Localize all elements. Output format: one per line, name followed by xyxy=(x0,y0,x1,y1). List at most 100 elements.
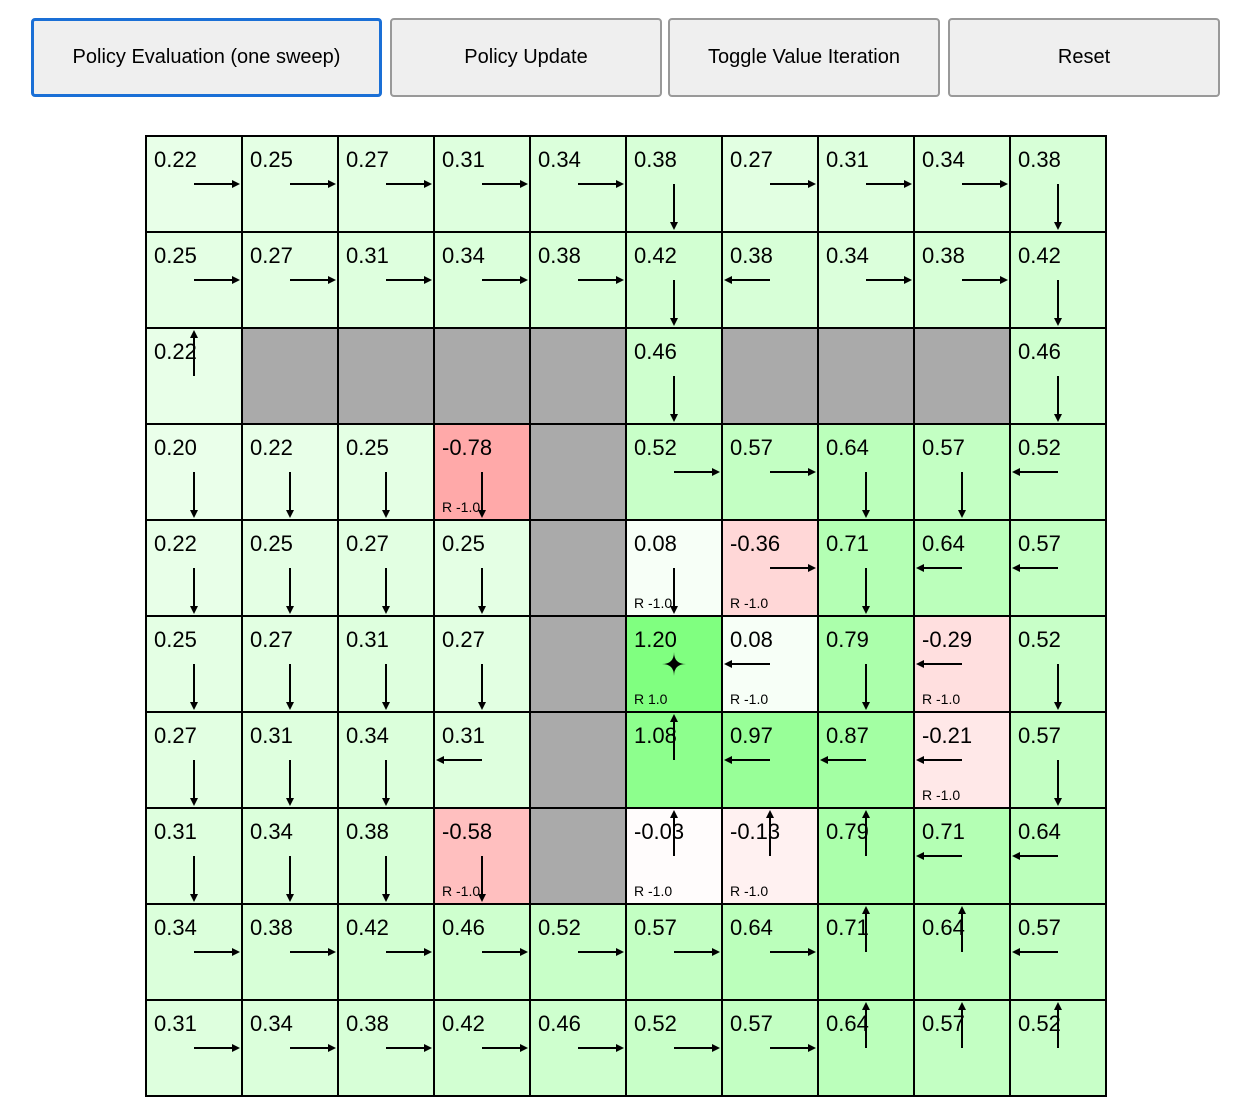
cell-value: 0.34 xyxy=(250,819,293,844)
cell-value: 0.57 xyxy=(1018,723,1061,748)
cell-value: 0.42 xyxy=(442,1011,485,1036)
agent-star-icon xyxy=(662,652,686,676)
cell-reward: R -1.0 xyxy=(730,883,768,899)
grid-cell[interactable] xyxy=(625,423,723,521)
cell-value: 0.38 xyxy=(730,243,773,268)
cell-value: 0.42 xyxy=(634,243,677,268)
cell-value: 0.71 xyxy=(922,819,965,844)
cell-value: 0.22 xyxy=(250,435,293,460)
cell-value: -0.13 xyxy=(730,819,780,844)
cell-value: 0.38 xyxy=(538,243,581,268)
cell-value: 0.25 xyxy=(250,531,293,556)
cell-value: 0.31 xyxy=(346,627,389,652)
cell-value: 0.25 xyxy=(154,627,197,652)
cell-value: 0.52 xyxy=(634,1011,677,1036)
cell-value: 0.31 xyxy=(826,147,869,172)
cell-value: 1.20 xyxy=(634,627,677,652)
cell-value: 0.31 xyxy=(442,723,485,748)
cell-value: 0.71 xyxy=(826,915,869,940)
wall-cell[interactable] xyxy=(817,327,915,425)
cell-value: -0.03 xyxy=(634,819,684,844)
cell-value: 0.31 xyxy=(346,243,389,268)
cell-value: 0.57 xyxy=(1018,531,1061,556)
cell-value: -0.29 xyxy=(922,627,972,652)
wall-cell[interactable] xyxy=(529,327,627,425)
cell-value: 0.64 xyxy=(826,435,869,460)
cell-value: 0.52 xyxy=(634,435,677,460)
cell-value: 0.38 xyxy=(346,819,389,844)
wall-cell[interactable] xyxy=(529,519,627,617)
cell-value: 0.38 xyxy=(250,915,293,940)
cell-value: 0.64 xyxy=(922,915,965,940)
cell-value: 0.79 xyxy=(826,627,869,652)
cell-value: -0.78 xyxy=(442,435,492,460)
cell-value: 0.25 xyxy=(154,243,197,268)
cell-value: 0.52 xyxy=(1018,435,1061,460)
cell-reward: R -1.0 xyxy=(634,883,672,899)
cell-reward: R 1.0 xyxy=(634,691,668,707)
cell-value: 0.20 xyxy=(154,435,197,460)
cell-reward: R -1.0 xyxy=(442,883,480,899)
cell-value: 0.27 xyxy=(154,723,197,748)
cell-value: 0.57 xyxy=(922,1011,965,1036)
policy-evaluation-button[interactable]: Policy Evaluation (one sweep) xyxy=(31,18,382,97)
gridworld[interactable]: 0.22 0.25 0.27 0.31 0.34 0.38 0.27 0.31 0.34 0.38… xyxy=(145,135,1109,1099)
cell-reward: R -1.0 xyxy=(634,595,672,611)
wall-cell[interactable] xyxy=(433,327,531,425)
cell-value: 0.57 xyxy=(922,435,965,460)
wall-cell[interactable] xyxy=(529,807,627,905)
cell-value: 0.79 xyxy=(826,819,869,844)
cell-value: 0.71 xyxy=(826,531,869,556)
cell-reward: R -1.0 xyxy=(730,595,768,611)
cell-value: 0.34 xyxy=(250,1011,293,1036)
cell-value: 0.34 xyxy=(826,243,869,268)
cell-value: 0.57 xyxy=(730,1011,773,1036)
cell-value: 0.34 xyxy=(538,147,581,172)
cell-value: 0.42 xyxy=(1018,243,1061,268)
wall-cell[interactable] xyxy=(529,615,627,713)
cell-value: 0.31 xyxy=(154,819,197,844)
cell-value: 0.25 xyxy=(442,531,485,556)
wall-cell[interactable] xyxy=(529,711,627,809)
cell-value: 0.46 xyxy=(634,339,677,364)
cell-value: -0.58 xyxy=(442,819,492,844)
reset-button[interactable]: Reset xyxy=(948,18,1220,97)
cell-value: 0.87 xyxy=(826,723,869,748)
wall-cell[interactable] xyxy=(337,327,435,425)
cell-value: 1.08 xyxy=(634,723,677,748)
cell-reward: R -1.0 xyxy=(922,787,960,803)
cell-value: 0.57 xyxy=(1018,915,1061,940)
cell-value: 0.64 xyxy=(922,531,965,556)
cell-value: 0.31 xyxy=(154,1011,197,1036)
cell-value: 0.31 xyxy=(250,723,293,748)
cell-value: 0.64 xyxy=(730,915,773,940)
cell-value: 0.31 xyxy=(442,147,485,172)
cell-value: 0.64 xyxy=(1018,819,1061,844)
cell-value: 0.22 xyxy=(154,147,197,172)
wall-cell[interactable] xyxy=(529,423,627,521)
cell-value: 0.08 xyxy=(730,627,773,652)
cell-value: 0.34 xyxy=(442,243,485,268)
policy-update-button[interactable]: Policy Update xyxy=(390,18,662,97)
wall-cell[interactable] xyxy=(913,327,1011,425)
cell-value: 0.97 xyxy=(730,723,773,748)
cell-value: 0.27 xyxy=(730,147,773,172)
cell-value: 0.38 xyxy=(634,147,677,172)
cell-value: 0.42 xyxy=(346,915,389,940)
cell-value: 0.38 xyxy=(1018,147,1061,172)
cell-reward: R -1.0 xyxy=(730,691,768,707)
toggle-value-iteration-button[interactable]: Toggle Value Iteration xyxy=(668,18,940,97)
cell-value: 0.25 xyxy=(250,147,293,172)
wall-cell[interactable] xyxy=(241,327,339,425)
cell-value: -0.36 xyxy=(730,531,780,556)
cell-value: 0.38 xyxy=(922,243,965,268)
wall-cell[interactable] xyxy=(721,327,819,425)
cell-value: 0.34 xyxy=(154,915,197,940)
cell-value: 0.46 xyxy=(1018,339,1061,364)
cell-value: 0.08 xyxy=(634,531,677,556)
cell-value: 0.34 xyxy=(922,147,965,172)
cell-value: 0.64 xyxy=(826,1011,869,1036)
cell-value: 0.27 xyxy=(346,531,389,556)
cell-value: 0.27 xyxy=(442,627,485,652)
cell-value: 0.22 xyxy=(154,339,197,364)
